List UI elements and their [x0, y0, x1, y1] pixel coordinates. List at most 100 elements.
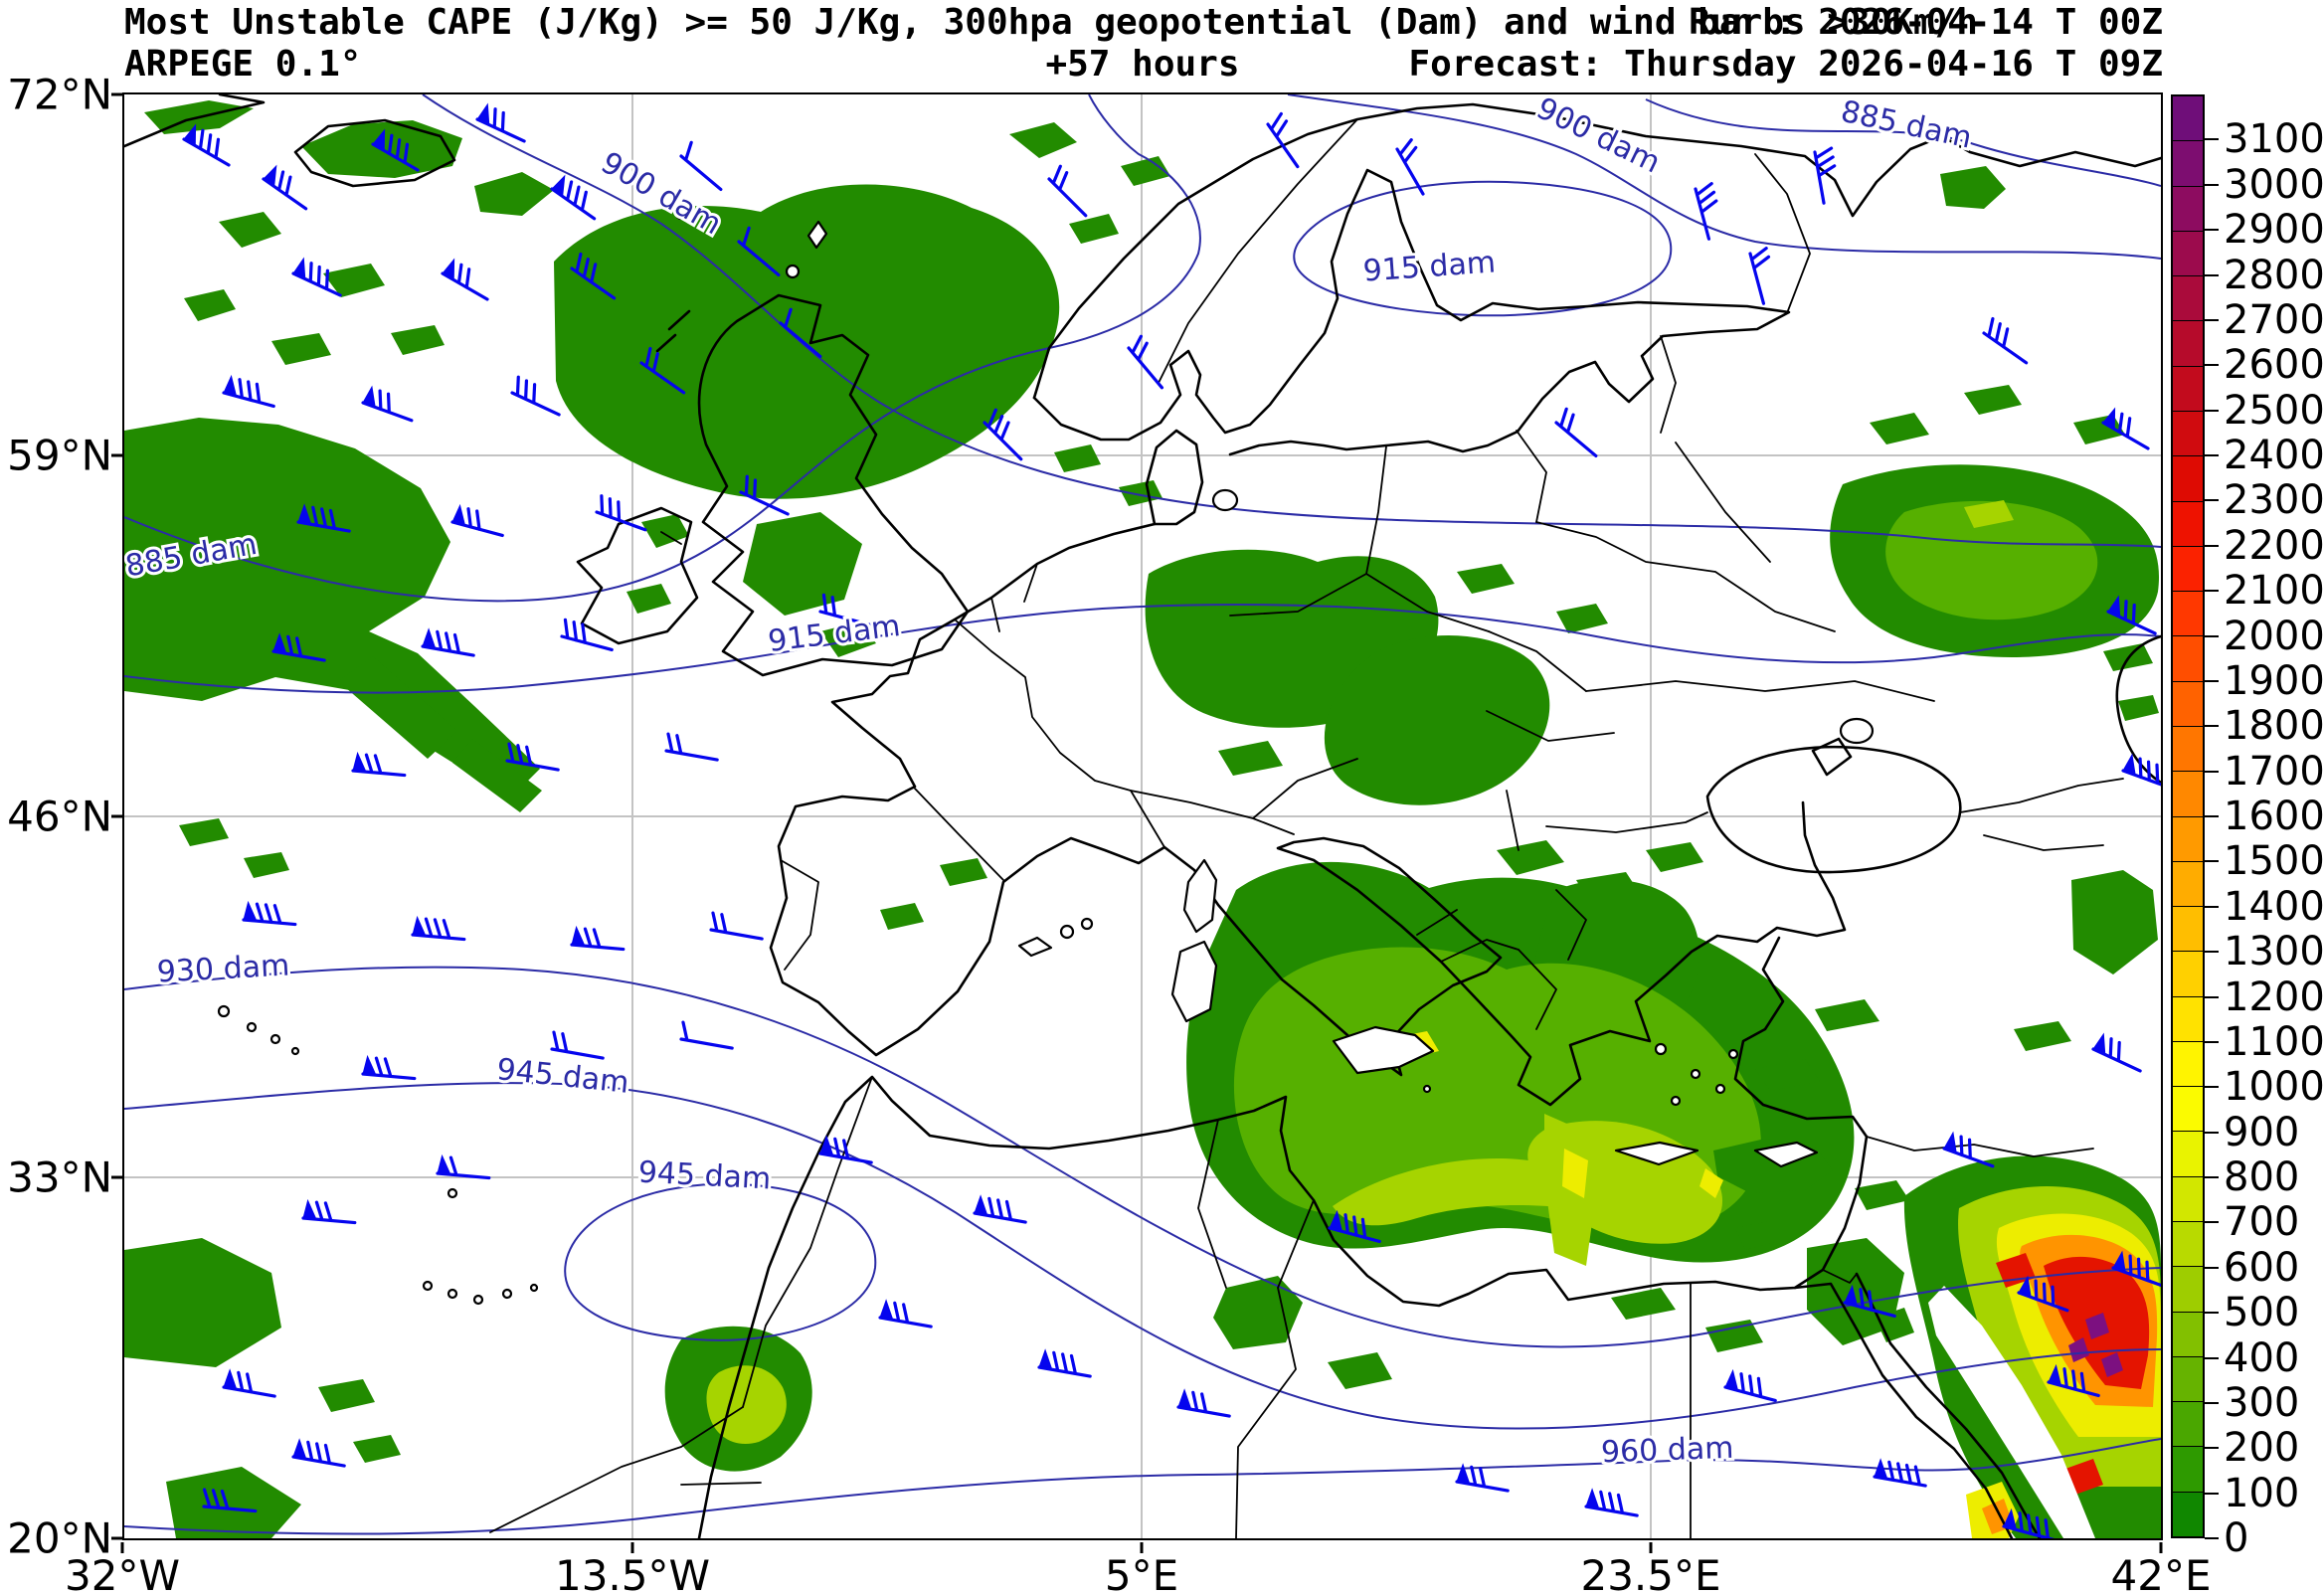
colorbar-tick-mark [2205, 1176, 2219, 1178]
colorbar-tick-label: 1300 [2224, 929, 2324, 975]
colorbar-tick-mark [2205, 1447, 2219, 1450]
colorbar-tick-label: 3000 [2224, 161, 2324, 208]
wind-barb-icon [475, 102, 526, 143]
wind-barb-icon [505, 742, 560, 772]
lon-tick-label: 13.5°W [554, 1551, 711, 1595]
lat-tick-label: 33°N [7, 1152, 112, 1202]
colorbar-tick-mark [2205, 454, 2219, 456]
wind-barb-icon [2017, 1275, 2069, 1313]
wind-barb-icon [450, 503, 504, 538]
wind-barb-icon [1127, 334, 1164, 390]
wind-barb-icon [182, 123, 231, 167]
colorbar-cell [2173, 1355, 2203, 1402]
forecast-valid-time: Forecast: Thursday 2026-04-16 T 09Z [1408, 44, 2163, 85]
colorbar-cell [2173, 1131, 2203, 1176]
colorbar-tick-mark [2205, 905, 2219, 908]
colorbar-cell [2173, 545, 2203, 592]
lon-tick-mark [1140, 1542, 1144, 1553]
wind-barb-icon [709, 911, 764, 941]
contour-label: 945 dam [495, 1052, 630, 1101]
wind-barb-icon [595, 494, 647, 532]
colorbar-cell [2173, 1266, 2203, 1312]
colorbar-tick-mark [2205, 1312, 2219, 1315]
colorbar-tick-label: 2300 [2224, 477, 2324, 524]
colorbar-tick-label: 2400 [2224, 433, 2324, 478]
contour-label: 915 dam [1362, 245, 1498, 288]
lon-tick-label: 32°W [65, 1551, 180, 1595]
colorbar-tick-mark [2205, 815, 2219, 817]
lat-tick-mark [111, 814, 122, 818]
colorbar-tick-label: 300 [2224, 1379, 2300, 1426]
lon-tick-label: 5°E [1104, 1551, 1179, 1595]
colorbar-cell [2173, 1311, 2203, 1356]
colorbar-tick-label: 1600 [2224, 794, 2324, 839]
colorbar-cell [2173, 635, 2203, 681]
geopotential-contours [123, 93, 2162, 1535]
colorbar-cell [2173, 1446, 2203, 1492]
contour-label: 930 dam [156, 949, 290, 990]
colorbar-cell [2173, 275, 2203, 321]
wind-barb-icon [351, 751, 407, 778]
colorbar-tick-mark [2205, 318, 2219, 321]
colorbar-tick-label: 2500 [2224, 387, 2324, 434]
wind-barb-icon [2111, 1250, 2164, 1288]
colorbar-tick-mark [2205, 995, 2219, 998]
colorbar-cell [2173, 365, 2203, 411]
lon-tick-mark [120, 1542, 124, 1553]
lon-tick-mark [2159, 1542, 2163, 1553]
wind-barb-icon [818, 1135, 873, 1164]
wind-barb-icon [550, 1030, 605, 1060]
colorbar-tick-mark [2205, 183, 2219, 186]
model-name: ARPEGE 0.1° [124, 44, 362, 85]
wind-barb-icon [2047, 1363, 2100, 1398]
colorbar-cell [2173, 455, 2203, 501]
map-plot-area: 900 dam 900 dam 885 dam 915 dam 885 dam 915 d… [120, 88, 2174, 1542]
wind-barb-icon [291, 257, 342, 297]
colorbar-tick-label: 1800 [2224, 703, 2324, 750]
colorbar-tick-label: 1500 [2224, 838, 2324, 885]
wind-barb-icon [361, 1054, 417, 1081]
colorbar-cell [2173, 1401, 2203, 1447]
colorbar-tick-label: 1900 [2224, 657, 2324, 704]
colorbar-tick-mark [2205, 951, 2219, 954]
wind-barb-icon [679, 140, 723, 192]
lat-tick-mark [111, 92, 122, 96]
colorbar-tick-label: 2700 [2224, 296, 2324, 343]
colorbar-tick-label: 800 [2224, 1154, 2300, 1200]
colorbar-tick-mark [2205, 229, 2219, 232]
colorbar-tick-mark [2205, 725, 2219, 728]
wind-barb-icon [301, 1198, 357, 1225]
colorbar-cell [2173, 96, 2203, 141]
colorbar-tick-label: 100 [2224, 1470, 2300, 1516]
colorbar-tick-label: 1100 [2224, 1018, 2324, 1065]
colorbar-tick-label: 700 [2224, 1199, 2300, 1246]
colorbar-cell [2173, 230, 2203, 276]
colorbar-tick-label: 3100 [2224, 116, 2324, 163]
lon-tick-label: 23.5°E [1580, 1551, 1721, 1595]
wind-barb-icon [271, 632, 326, 662]
lat-tick-label: 46°N [7, 792, 112, 841]
wind-barb-icon [421, 627, 475, 657]
lat-tick-label: 59°N [7, 431, 112, 480]
colorbar-tick-mark [2205, 1221, 2219, 1224]
colorbar-tick-mark [2205, 273, 2219, 276]
wind-barb-icon [1813, 146, 1837, 205]
wind-barb-icon [2091, 1032, 2142, 1073]
wind-barbs [182, 102, 2174, 1542]
colorbar-tick-label: 400 [2224, 1334, 2300, 1381]
wind-barb-icon [222, 374, 275, 409]
lat-tick-label: 72°N [7, 70, 112, 119]
colorbar-tick-mark [2205, 1492, 2219, 1495]
wind-barb-icon [1266, 111, 1300, 169]
wind-barb-icon [639, 346, 686, 395]
wind-barb-icon [1942, 1131, 1995, 1168]
colorbar-tick-label: 200 [2224, 1425, 2300, 1472]
contour-label: 945 dam [637, 1155, 772, 1197]
colorbar-tick-label: 2900 [2224, 207, 2324, 254]
wind-barb-icon [242, 900, 297, 927]
wind-barb-icon [1037, 1348, 1092, 1378]
colorbar-cell [2173, 500, 2203, 546]
contour-label: 885 dam [1838, 94, 1975, 156]
colorbar-tick-label: 2100 [2224, 568, 2324, 615]
colorbar-cell [2173, 1040, 2203, 1087]
